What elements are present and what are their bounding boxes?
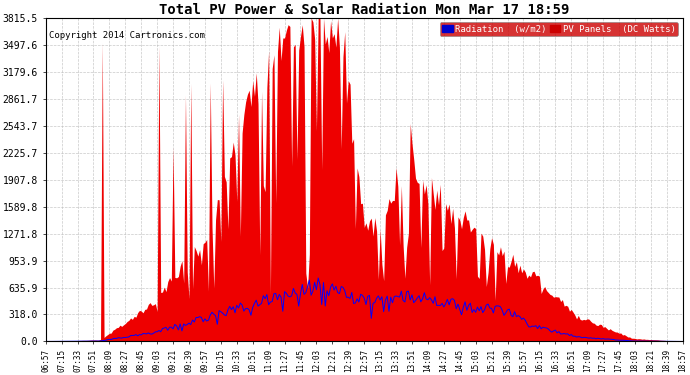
Text: Copyright 2014 Cartronics.com: Copyright 2014 Cartronics.com <box>49 31 205 40</box>
Legend: Radiation  (w/m2), PV Panels  (DC Watts): Radiation (w/m2), PV Panels (DC Watts) <box>440 22 678 36</box>
Title: Total PV Power & Solar Radiation Mon Mar 17 18:59: Total PV Power & Solar Radiation Mon Mar… <box>159 3 569 17</box>
